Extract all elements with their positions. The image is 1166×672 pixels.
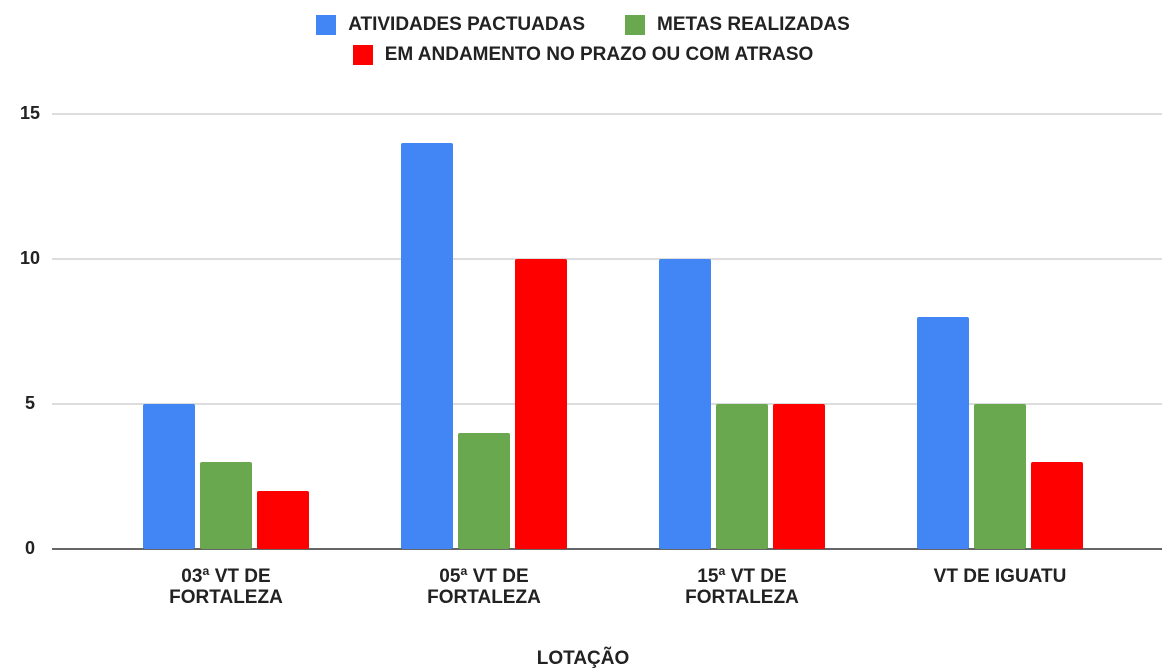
bar <box>917 317 969 549</box>
bar <box>659 259 711 549</box>
y-tick-label: 10 <box>20 248 40 268</box>
bar <box>200 462 252 549</box>
x-tick-label: VT DE IGUATU <box>933 566 1067 587</box>
y-tick-label: 5 <box>25 393 35 413</box>
bar <box>257 491 309 549</box>
legend-item: METAS REALIZADAS <box>625 14 850 36</box>
legend-item: EM ANDAMENTO NO PRAZO OU COM ATRASO <box>352 44 814 66</box>
bar <box>1031 462 1083 549</box>
legend-label: EM ANDAMENTO NO PRAZO OU COM ATRASO <box>384 44 814 65</box>
y-tick-label: 15 <box>20 103 40 123</box>
legend-swatch <box>352 45 373 65</box>
legend-swatch <box>625 15 645 35</box>
legend-swatch <box>316 15 337 35</box>
bar <box>515 259 567 549</box>
x-tick-label: 03ª VT DE FORTALEZA <box>169 566 283 608</box>
bar <box>773 404 825 549</box>
bar <box>401 143 453 549</box>
legend-item: ATIVIDADES PACTUADAS <box>316 14 585 36</box>
bar <box>716 404 768 549</box>
bar <box>974 404 1026 549</box>
legend: ATIVIDADES PACTUADAS METAS REALIZADAS EM A… <box>223 14 943 66</box>
legend-label: METAS REALIZADAS <box>657 14 850 35</box>
bar <box>458 433 510 549</box>
bar <box>143 404 195 549</box>
y-tick-label: 0 <box>25 538 35 558</box>
x-tick-label: 15ª VT DE FORTALEZA <box>685 566 799 608</box>
legend-label: ATIVIDADES PACTUADAS <box>348 14 585 35</box>
x-tick-label: 05ª VT DE FORTALEZA <box>427 566 541 608</box>
x-axis-label: LOTAÇÃO <box>536 648 630 669</box>
